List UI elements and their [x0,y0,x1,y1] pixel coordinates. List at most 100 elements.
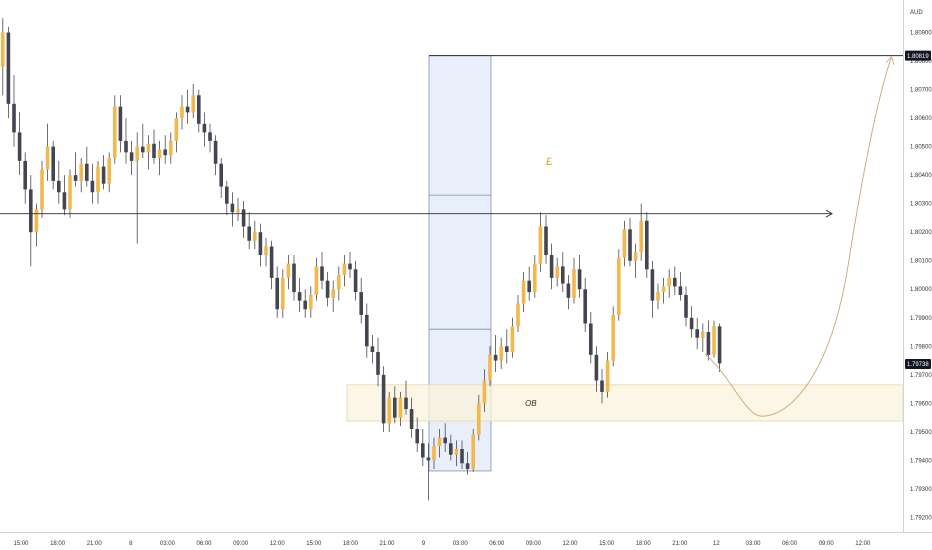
candle-body [185,106,190,113]
candle [639,203,643,261]
candle-body [213,140,218,164]
y-tick-label: 1.79700 [910,373,932,379]
candle [23,152,27,204]
candle [538,212,543,273]
x-tick-label: 12:00 [855,541,871,547]
candle-body [225,186,229,204]
candle-body [656,292,660,301]
candle-body [622,229,627,258]
y-tick-label: 1.79800 [910,344,932,350]
candle [101,155,106,190]
candle-body [645,220,649,270]
candle-body [505,346,509,352]
candle-body [281,277,285,310]
candle-body [488,354,492,381]
x-tick-label: 21:00 [379,541,395,547]
candle [527,266,531,301]
candle-body [650,269,655,301]
candle-body [661,286,666,293]
projection-arrow-icon [885,55,895,65]
candle [6,26,11,119]
candle-body [90,180,95,193]
candle [85,146,89,187]
x-tick-label: 06:00 [196,541,212,547]
candle-body [208,132,212,141]
y-tick-label: 1.80700 [910,88,932,94]
candle-body [107,158,111,184]
candle-body [331,289,335,298]
candle-body [29,189,33,233]
candle [572,257,576,304]
x-tick-label: 03:00 [453,541,469,547]
candle-body [628,229,632,261]
candle [717,323,722,372]
candle-body [12,103,16,133]
candle [157,140,162,176]
candle-body [73,175,78,181]
candle-body [85,163,89,181]
candle [219,158,223,198]
time-axis[interactable]: 15:00 18:00 21:00 8 03:00 06:00 09:00 12:00 15:0… [0,532,932,548]
price-badge: 1.80819 [905,50,931,61]
candle [477,394,481,441]
x-tick-label: 15:00 [599,541,615,547]
candle-body [482,380,487,404]
price-axis[interactable]: AUD 1.809001.808001.807001.806001.805001… [903,0,932,532]
candle [241,200,246,238]
price-badge-bg [905,50,931,61]
candle [269,240,274,290]
candle-body [342,263,347,275]
candle [365,303,369,358]
x-tick-label: 12:00 [270,541,286,547]
candle [57,160,61,204]
candle [29,175,33,267]
projection-curve[interactable] [704,58,892,417]
candle [12,75,16,147]
candle-body [566,283,571,298]
candle-body [544,226,548,256]
candle [314,257,319,301]
candle-body [34,209,39,233]
candle [96,160,100,204]
order-block-rect [346,384,904,422]
candle-body [409,409,414,430]
candle-body [303,300,307,310]
candle-body [521,280,526,304]
x-tick-label: 18:00 [50,541,66,547]
candle [628,217,632,267]
candle-body [163,149,167,156]
candle [521,272,526,313]
price-badges: 1.80819 1.79738 [905,50,931,369]
candle [381,366,386,432]
candle-body [157,149,162,159]
x-tick-label: 12 [713,541,720,547]
candle-body [118,106,123,141]
x-tick-label: 8 [129,541,133,547]
candle-body [678,286,683,295]
candle [600,369,604,404]
candle-body [320,266,324,281]
x-tick-label: 06:00 [489,541,505,547]
candle-body [101,166,106,184]
candle [320,252,324,290]
candle-body [471,434,475,469]
candle-body [549,255,554,278]
candle [286,255,291,290]
candle-body [639,220,643,253]
price-badge-label: 1.79738 [907,362,929,368]
candle [460,440,464,469]
candle [650,260,655,318]
candle-body [533,263,537,293]
candle-body [348,263,352,270]
arrow-head-icon [825,209,833,218]
candle [208,123,212,153]
candle-body [236,209,240,213]
candle-body [230,203,235,213]
y-tick-label: 1.80200 [910,230,932,236]
candle [264,237,268,267]
candle-body [57,180,61,193]
candle [673,266,677,295]
candle [583,277,587,333]
candle [465,451,470,475]
price-badge: 1.79738 [905,358,931,369]
